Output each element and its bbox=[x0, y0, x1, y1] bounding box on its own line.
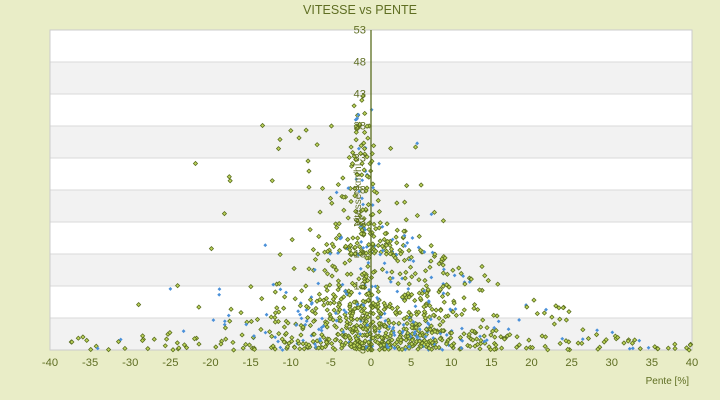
svg-text:-10: -10 bbox=[283, 357, 299, 369]
svg-text:-30: -30 bbox=[122, 357, 138, 369]
svg-text:5: 5 bbox=[408, 357, 414, 369]
svg-text:-5: -5 bbox=[326, 357, 336, 369]
svg-text:-20: -20 bbox=[202, 357, 218, 369]
svg-text:43: 43 bbox=[354, 89, 366, 101]
svg-text:Pente [%]: Pente [%] bbox=[646, 376, 690, 387]
svg-text:53: 53 bbox=[354, 25, 366, 37]
svg-text:Vitesse [km/h]: Vitesse [km/h] bbox=[353, 163, 364, 226]
svg-text:35: 35 bbox=[646, 357, 658, 369]
svg-text:-15: -15 bbox=[243, 357, 259, 369]
svg-text:25: 25 bbox=[565, 357, 577, 369]
svg-text:33: 33 bbox=[354, 153, 366, 165]
svg-text:3: 3 bbox=[360, 345, 366, 357]
svg-text:15: 15 bbox=[485, 357, 497, 369]
svg-text:20: 20 bbox=[525, 357, 537, 369]
svg-text:48: 48 bbox=[354, 57, 366, 69]
svg-text:-35: -35 bbox=[82, 357, 98, 369]
svg-text:8: 8 bbox=[360, 313, 366, 325]
svg-text:13: 13 bbox=[354, 281, 366, 293]
svg-text:0: 0 bbox=[368, 357, 374, 369]
svg-text:10: 10 bbox=[445, 357, 457, 369]
svg-text:18: 18 bbox=[354, 249, 366, 261]
svg-text:40: 40 bbox=[686, 357, 698, 369]
svg-text:30: 30 bbox=[606, 357, 618, 369]
svg-text:-25: -25 bbox=[162, 357, 178, 369]
svg-text:38: 38 bbox=[354, 121, 366, 133]
svg-text:-40: -40 bbox=[42, 357, 58, 369]
